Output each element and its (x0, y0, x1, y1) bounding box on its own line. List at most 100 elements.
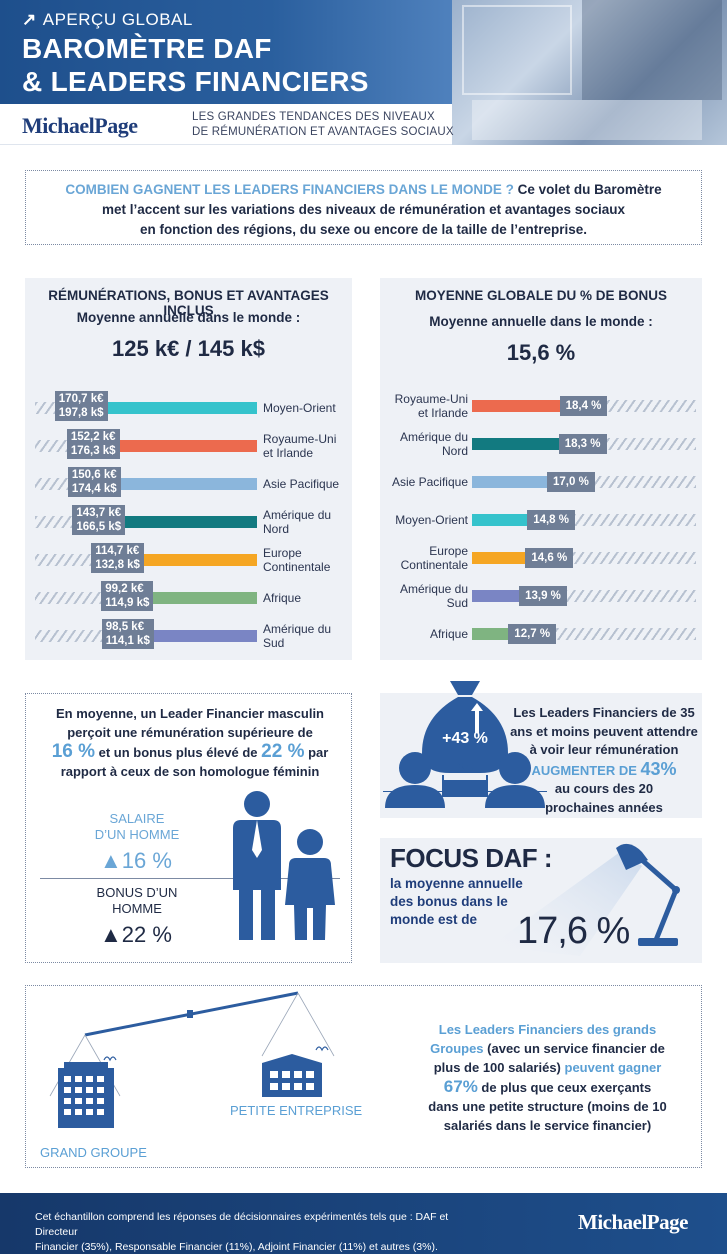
bonus-panel: MOYENNE GLOBALE DU % DE BONUS Moyenne an… (380, 278, 702, 660)
value-tag: 170,7 k€ 197,8 k$ (54, 391, 108, 421)
bar (131, 592, 257, 604)
region-label: Asie Pacifique (391, 475, 468, 489)
salaire-value: ▲16 % (100, 848, 172, 873)
compensation-headline: 125 k€ / 145 k$ (112, 336, 265, 361)
region-label: Europe Continentale (400, 544, 468, 572)
value-eur: 152,2 k€ (70, 431, 116, 443)
value-usd: 197,8 k$ (58, 407, 104, 419)
bonus-gap-pct: 22 % (261, 741, 305, 762)
value-tag: 13,9 % (519, 586, 567, 606)
bonus-label: BONUS D’UN HOMME (96, 885, 178, 916)
value-usd: 166,5 k$ (76, 521, 122, 533)
salaire-label: SALAIRE D’UN HOMME (94, 811, 180, 842)
value-usd: 176,3 k$ (70, 445, 116, 457)
region-label: Europe Continentale (263, 546, 331, 574)
bonus-title: MOYENNE GLOBALE DU % DE BONUS (414, 288, 668, 303)
bar (96, 440, 257, 452)
bag-value: +43 % (442, 730, 488, 747)
bar-hatch (587, 400, 696, 412)
focus-text: la moyenne annuelle des bonus dans le mo… (390, 876, 523, 927)
increase-pct: 43% (640, 758, 677, 779)
michaelpage-logo: MichaelPage (22, 113, 138, 138)
value-eur: 98,5 k€ (105, 621, 145, 633)
desk-lamp-icon (490, 843, 680, 956)
balance-scale-icon (49, 991, 335, 1128)
intro-highlight: COMBIEN GAGNENT LES LEADERS FINANCIERS D… (65, 182, 514, 197)
bar-hatch (586, 438, 696, 450)
value-usd: 132,8 k$ (95, 559, 140, 571)
focus-title: FOCUS DAF : (390, 843, 553, 873)
intro-box: COMBIEN GAGNENT LES LEADERS FINANCIERS D… (25, 170, 702, 245)
value-usd: 114,9 k$ (105, 597, 150, 609)
region-label: Asie Pacifique (263, 477, 340, 491)
value-tag: 12,7 % (508, 624, 557, 644)
value-tag: 17,0 % (547, 472, 595, 492)
value-tag: 14,8 % (527, 510, 575, 530)
grand-groupe-label: GRAND GROUPE (40, 1145, 147, 1160)
bar-hatch (553, 552, 696, 564)
bonus-headline: 15,6 % (506, 340, 576, 365)
region-label: Royaume-Uni et Irlande (394, 392, 468, 420)
region-label: Amérique du Nord (263, 508, 332, 536)
compensation-title: RÉMUNÉRATIONS, BONUS ET AVANTAGES INCLUS (48, 288, 329, 318)
value-tag: 114,7 k€ 132,8 k$ (91, 543, 144, 573)
man-woman-icon (233, 791, 335, 940)
value-eur: 143,7 k€ (76, 507, 122, 519)
bonus-value: ▲22 % (100, 922, 172, 947)
region-label: Amérique du Sud (399, 582, 468, 610)
bar (472, 438, 587, 450)
bonus-subtitle: Moyenne annuelle dans le monde : (429, 314, 653, 329)
intro-line2: met l’accent sur les variations des nive… (102, 202, 625, 217)
bar (131, 630, 257, 642)
header-photo (452, 0, 727, 145)
intro-line3: en fonction des régions, du sexe ou enco… (139, 222, 588, 237)
gender-text: En moyenne, un Leader Financier masculin… (51, 706, 329, 779)
value-tag: 98,5 k€ 114,1 k$ (101, 619, 154, 649)
page-title-line2: & LEADERS FINANCIERS (22, 66, 369, 97)
young-leaders-text: Les Leaders Financiers de 35 ans et moin… (510, 705, 698, 815)
value-tag: 18,3 % (558, 434, 607, 454)
enterprise-pct: 67% (443, 1077, 478, 1096)
bar (472, 400, 588, 412)
value-tag: 150,6 k€ 174,4 k$ (67, 467, 121, 497)
value-usd: 174,4 k$ (71, 483, 117, 495)
enterprise-box (25, 985, 702, 1168)
value-tag: 18,4 % (559, 396, 608, 416)
divider (40, 878, 340, 879)
footer-text: Cet échantillon comprend les réponses de… (35, 1211, 449, 1253)
region-label: Afrique (263, 591, 302, 605)
header-subtitle-line1: LES GRANDES TENDANCES DES NIVEAUX (192, 111, 435, 123)
bar (97, 478, 257, 490)
bar (102, 516, 257, 528)
bar (84, 402, 257, 414)
header-kicker: ↗ APERÇU GLOBAL (22, 10, 193, 29)
age-label: 35 (457, 760, 474, 777)
michaelpage-logo-footer: MichaelPage (578, 1210, 688, 1234)
enterprise-text: Les Leaders Financiers des grands Groupe… (428, 1022, 667, 1133)
value-tag: 143,7 k€ 166,5 k$ (72, 505, 126, 535)
petite-entreprise-label: PETITE ENTREPRISE (230, 1103, 363, 1118)
arrow-up-right-icon: ↗ (22, 10, 37, 29)
region-label: Moyen-Orient (263, 401, 336, 415)
value-eur: 114,7 k€ (95, 545, 140, 557)
value-eur: 150,6 k€ (71, 469, 117, 481)
bar-hatch (547, 590, 696, 602)
bar-hatch (575, 476, 696, 488)
compensation-panel: RÉMUNÉRATIONS, BONUS ET AVANTAGES INCLUS… (25, 278, 352, 660)
header-brandbar (0, 104, 452, 145)
value-tag: 152,2 k€ 176,3 k$ (66, 429, 120, 459)
bar-hatch (536, 628, 696, 640)
value-tag: 99,2 k€ 114,9 k$ (101, 581, 154, 611)
salary-gap-pct: 16 % (51, 741, 95, 762)
footer (0, 1193, 727, 1254)
region-label: Moyen-Orient (395, 513, 468, 527)
region-label: Amérique du Sud (263, 622, 332, 650)
focus-value: 17,6 % (517, 910, 630, 952)
bar (121, 554, 257, 566)
region-label: Amérique du Nord (399, 430, 468, 458)
value-eur: 99,2 k€ (105, 583, 144, 595)
money-bag-team-icon: +43 % 35 (383, 681, 547, 808)
value-tag: 14,6 % (525, 548, 574, 568)
header-title-block (0, 0, 452, 104)
value-usd: 114,1 k$ (105, 635, 150, 647)
